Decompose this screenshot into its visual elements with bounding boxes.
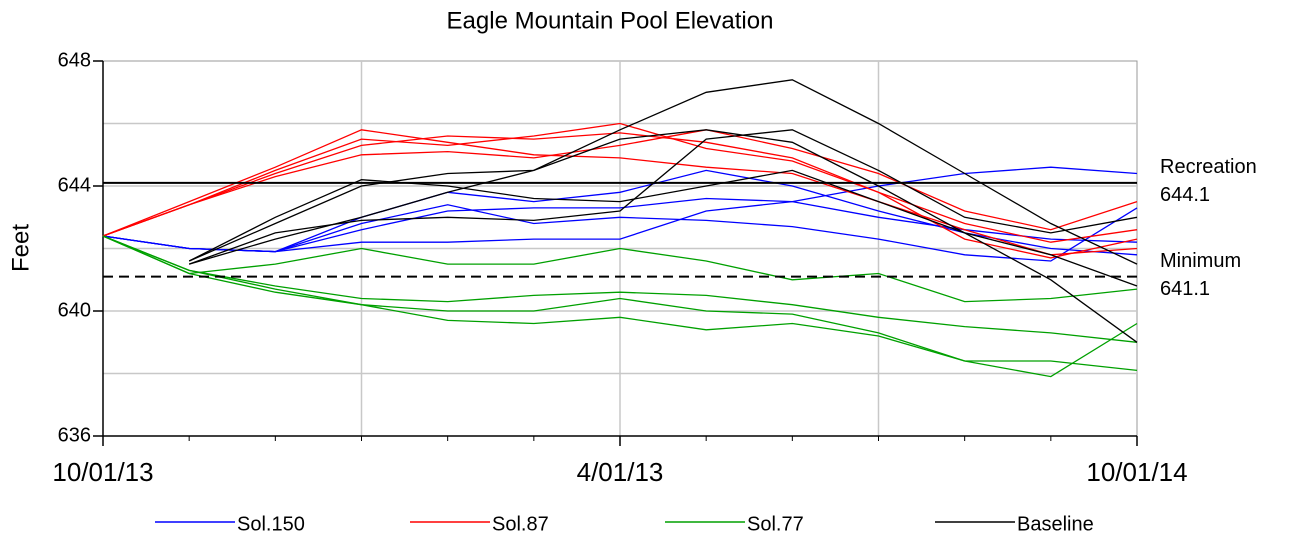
x-tick-label: 10/01/13: [52, 457, 153, 487]
trace-line: [102, 122, 1138, 259]
trace-line: [189, 129, 1138, 343]
trace-line: [102, 129, 1138, 256]
trace-line: [102, 129, 1138, 237]
legend-label: Sol.87: [492, 513, 549, 535]
trace-line: [102, 235, 1138, 378]
reference-value: 641.1: [1160, 278, 1210, 300]
trace-line: [102, 132, 1138, 243]
chart-title: Eagle Mountain Pool Elevation: [447, 7, 774, 34]
y-tick-label: 636: [58, 424, 91, 446]
trace-line: [188, 169, 1138, 287]
x-tick-label: 4/01/13: [577, 457, 664, 487]
trace-line: [102, 235, 1138, 303]
trace-line: [188, 129, 1138, 265]
reference-label: Minimum: [1160, 250, 1241, 272]
y-tick-label: 640: [58, 299, 91, 321]
trace-line: [102, 235, 1138, 343]
x-tick-label: 10/01/14: [1086, 457, 1187, 487]
trace-line: [188, 79, 1138, 265]
legend-label: Sol.77: [747, 513, 804, 535]
trace-line: [102, 204, 1138, 262]
reference-label: Recreation: [1160, 156, 1257, 178]
legend-label: Baseline: [1017, 513, 1094, 535]
y-tick-label: 644: [58, 174, 91, 196]
reference-value: 644.1: [1160, 184, 1210, 206]
y-tick-label: 648: [58, 49, 91, 71]
legend-label: Sol.150: [237, 513, 305, 535]
y-axis-label: Feet: [7, 224, 34, 272]
